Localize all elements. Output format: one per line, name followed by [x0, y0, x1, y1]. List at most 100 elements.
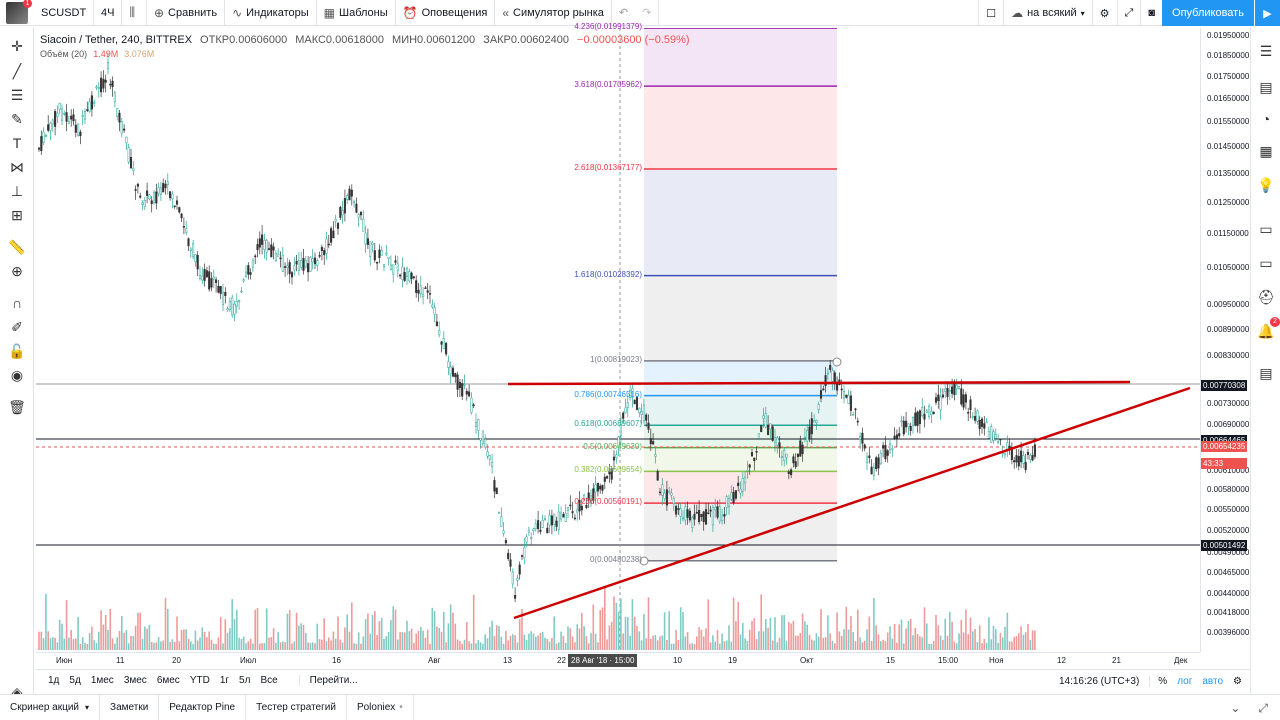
- chart-style-button[interactable]: ⫼: [122, 0, 147, 26]
- candle-body: [171, 193, 174, 199]
- candle-body: [612, 456, 616, 461]
- volume-bar: [456, 639, 459, 650]
- bell-icon[interactable]: 🔔 2: [1256, 317, 1280, 341]
- undo-button[interactable]: ↶: [618, 7, 629, 19]
- candle-body: [366, 238, 369, 245]
- zoom-plus-icon[interactable]: ⊞: [11, 206, 23, 223]
- dom-icon[interactable]: ▤: [1259, 364, 1273, 381]
- replay-button[interactable]: « Симулятор рынка: [495, 0, 612, 26]
- candle-body: [320, 247, 323, 251]
- time-axis[interactable]: 28 Авг '18 · 15:00 Июн 11 20 Июл 16 Авг 13 22 10…: [36, 652, 1200, 668]
- candle-body: [42, 131, 45, 143]
- symbol-search[interactable]: SCUSDT: [34, 0, 94, 26]
- percent-toggle[interactable]: %: [1149, 675, 1167, 687]
- log-toggle[interactable]: лог: [1177, 675, 1193, 687]
- range-5y[interactable]: 5л: [239, 675, 251, 686]
- user-avatar[interactable]: 1: [6, 0, 32, 24]
- candle-body: [688, 510, 691, 521]
- calendar-icon[interactable]: ▤: [1259, 78, 1273, 95]
- range-5d[interactable]: 5д: [69, 675, 81, 686]
- volume-bar: [539, 632, 542, 650]
- measure-icon[interactable]: ⊥: [10, 182, 24, 199]
- templates-button[interactable]: ▦ Шаблоны: [317, 0, 396, 26]
- tab-pine-editor[interactable]: Редактор Pine: [159, 694, 247, 720]
- crosshair-icon[interactable]: ✛: [11, 37, 23, 54]
- range-all[interactable]: Все: [260, 675, 278, 686]
- tab-strategy-tester[interactable]: Тестер стратегий: [246, 694, 347, 720]
- alerts-button[interactable]: ⏰ Оповещения: [396, 0, 496, 26]
- clock-display[interactable]: 14:16:26 (UTC+3): [1058, 675, 1140, 687]
- clock-icon[interactable]: ◔: [1261, 111, 1271, 127]
- volume-bar: [1024, 632, 1027, 650]
- compare-button[interactable]: ⊕ Сравнить: [147, 0, 226, 26]
- range-1y[interactable]: 1г: [219, 675, 230, 686]
- candle-body: [323, 250, 326, 256]
- publish-video-button[interactable]: ▶: [1254, 0, 1280, 26]
- volume-bar: [429, 643, 431, 650]
- text-icon[interactable]: T: [12, 135, 22, 151]
- zoom-in-icon[interactable]: ⊕: [11, 262, 23, 279]
- volume-bar: [54, 637, 56, 650]
- gear-icon[interactable]: ⚙: [1233, 675, 1242, 687]
- fullscreen-layout-button[interactable]: ☐: [978, 0, 1003, 26]
- support-icon[interactable]: ⛑: [1257, 288, 1275, 305]
- volume-bar: [836, 612, 838, 650]
- volume-bar: [877, 634, 880, 650]
- tab-notes[interactable]: Заметки: [100, 694, 160, 720]
- lock-drawing-icon[interactable]: ✐: [11, 318, 23, 335]
- brush-icon[interactable]: ✎: [11, 110, 23, 127]
- layers-icon[interactable]: ◈: [11, 683, 23, 700]
- volume-bar: [224, 619, 227, 650]
- range-6m[interactable]: 6мес: [156, 675, 180, 686]
- range-ytd[interactable]: YTD: [189, 675, 210, 686]
- price-tick: 0.01750000: [1207, 71, 1250, 81]
- horizontal-lines-icon[interactable]: ☰: [10, 86, 24, 103]
- ruler-icon[interactable]: 📏: [8, 238, 26, 255]
- candle-body: [226, 308, 229, 311]
- range-3m[interactable]: 3мес: [123, 675, 147, 686]
- publish-button[interactable]: Опубликовать: [1162, 0, 1254, 26]
- interval-selector[interactable]: 4Ч: [94, 0, 123, 26]
- redo-button[interactable]: ↷: [635, 0, 660, 26]
- candle-body: [633, 399, 636, 405]
- volume-bar: [916, 633, 919, 650]
- volume-bar: [56, 642, 59, 650]
- volume-bar: [882, 639, 884, 650]
- candle-body: [405, 267, 409, 277]
- idea-icon[interactable]: 💡: [1257, 176, 1275, 193]
- maximize-icon[interactable]: ⤢: [1258, 700, 1268, 715]
- eye-icon[interactable]: ◉: [10, 366, 24, 383]
- layout-selector[interactable]: ☁ на всякий ▾: [1003, 0, 1092, 26]
- auto-toggle[interactable]: авто: [1202, 675, 1224, 687]
- volume-bar: [275, 642, 277, 650]
- goto-date[interactable]: Перейти...: [298, 675, 363, 686]
- price-chart[interactable]: [36, 28, 1200, 652]
- volume-label[interactable]: Объём (20): [40, 49, 88, 59]
- trendline-icon[interactable]: ╱: [12, 62, 22, 79]
- price-axis[interactable]: 0.01950000 0.01850000 0.01750000 0.01650000…: [1200, 28, 1250, 652]
- indicators-button[interactable]: ∿ Индикаторы: [225, 0, 317, 26]
- candle-body: [261, 234, 264, 245]
- magnet-icon[interactable]: ∩: [11, 295, 23, 311]
- pattern-icon[interactable]: ⋈: [10, 158, 24, 175]
- trash-icon[interactable]: 🗑: [8, 398, 26, 415]
- watchlist-icon[interactable]: ☰: [1259, 42, 1273, 59]
- chat-icon[interactable]: ▭: [1259, 220, 1273, 237]
- fullscreen-button[interactable]: ⤢: [1116, 0, 1141, 26]
- settings-button[interactable]: ⚙: [1091, 0, 1117, 26]
- volume-bar: [783, 615, 785, 650]
- candle-body: [631, 388, 634, 398]
- snapshot-button[interactable]: ◙: [1140, 0, 1162, 26]
- range-1m[interactable]: 1мес: [90, 675, 114, 686]
- tab-poloniex[interactable]: Poloniex •: [347, 694, 414, 720]
- tab-stock-screener[interactable]: Скринер акций ▾: [0, 694, 101, 720]
- grid-icon[interactable]: ▦: [1259, 142, 1273, 159]
- messages-icon[interactable]: ▭: [1259, 254, 1273, 271]
- candle-body: [401, 266, 404, 280]
- candle-body: [819, 390, 823, 399]
- symbol-title[interactable]: Siacoin / Tether, 240, BITTREX: [40, 34, 193, 46]
- range-1d[interactable]: 1д: [48, 675, 60, 686]
- chevron-down-icon[interactable]: ⌄: [1230, 701, 1241, 715]
- lock-icon[interactable]: 🔓: [8, 342, 26, 359]
- volume-bar: [914, 627, 917, 650]
